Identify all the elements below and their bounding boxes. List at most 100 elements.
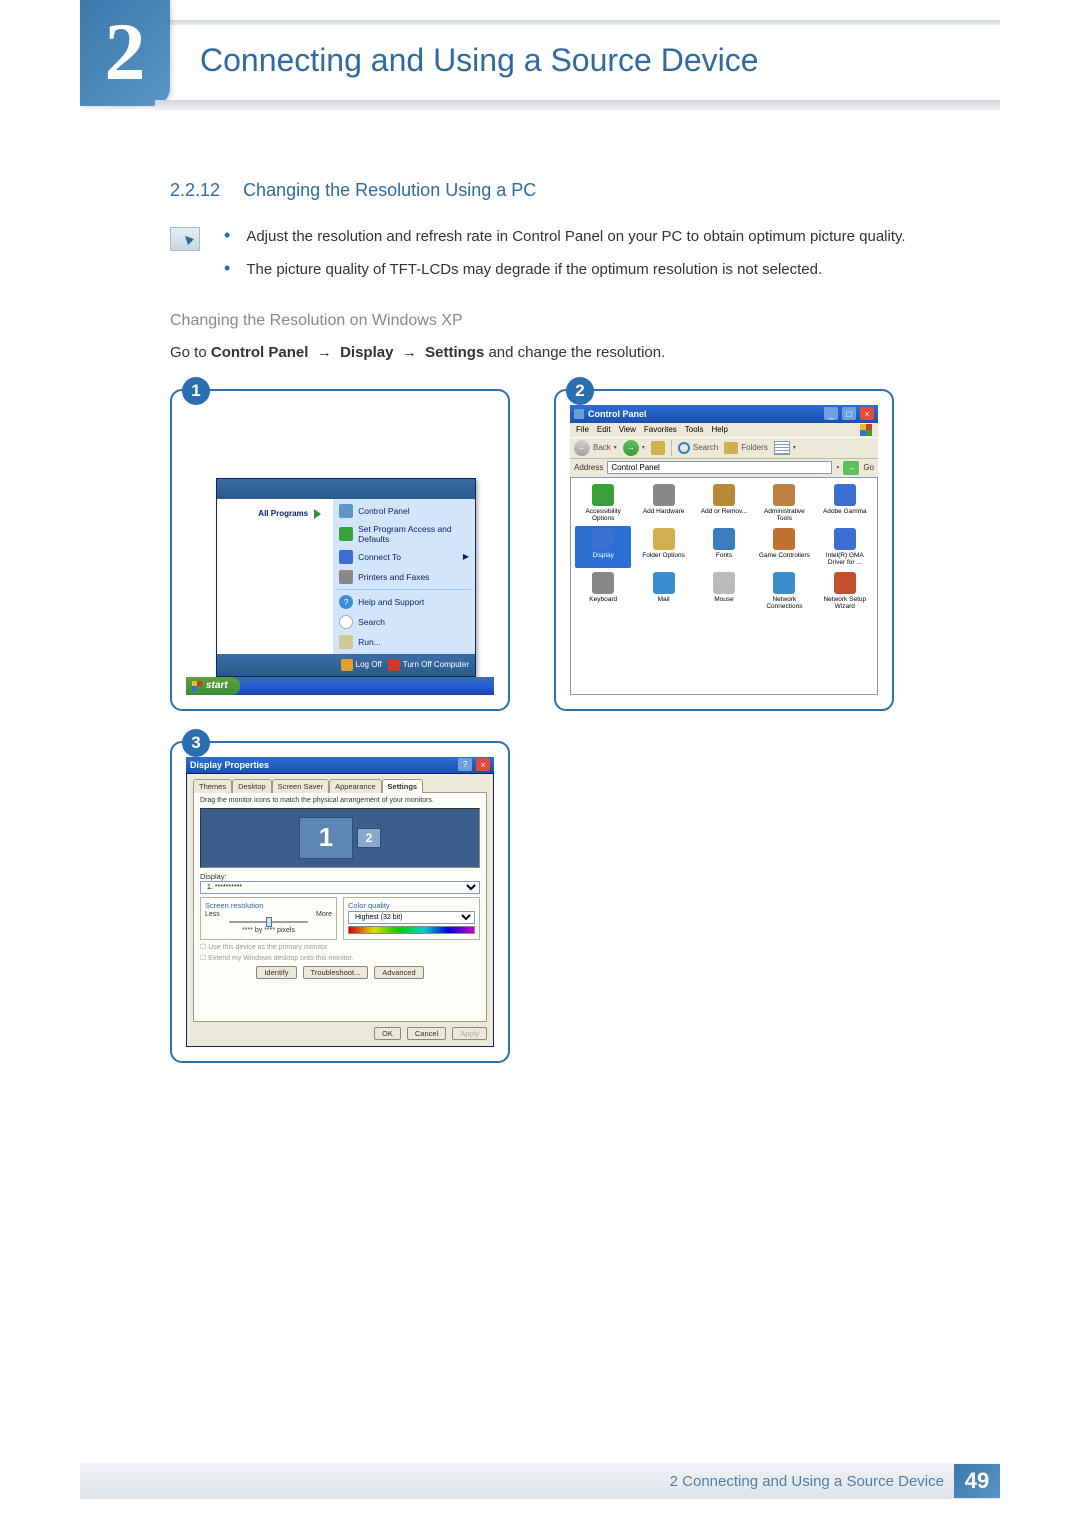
help-button[interactable]: ? (458, 758, 472, 771)
cp-item-label: Fonts (716, 552, 732, 559)
up-button[interactable] (651, 441, 665, 455)
tab-settings[interactable]: Settings (382, 779, 424, 793)
close-button[interactable]: × (476, 758, 490, 771)
tab-themes[interactable]: Themes (193, 779, 232, 793)
forward-icon: → (623, 440, 639, 456)
log-off-button[interactable]: Log Off (341, 659, 382, 671)
cp-item-icon (592, 484, 614, 506)
turn-off-button[interactable]: Turn Off Computer (388, 659, 469, 671)
taskbar: start (186, 677, 494, 695)
note-icon (170, 227, 200, 251)
cp-icon-network-setup-wizard[interactable]: Network Setup Wizard (817, 570, 873, 612)
tab-screensaver[interactable]: Screen Saver (272, 779, 329, 793)
troubleshoot-button[interactable]: Troubleshoot... (303, 966, 369, 979)
forward-button[interactable]: →▾ (623, 440, 645, 456)
cp-icon-fonts[interactable]: Fonts (696, 526, 752, 568)
monitor-arrangement[interactable]: 1 2 (200, 808, 480, 868)
cp-item-icon (653, 484, 675, 506)
go-label: Go (863, 463, 874, 472)
menu-view[interactable]: View (619, 425, 636, 434)
resolution-slider[interactable] (205, 918, 332, 926)
views-button[interactable]: ▾ (774, 441, 796, 455)
address-input[interactable] (607, 461, 832, 474)
cp-item-icon (834, 484, 856, 506)
window-icon (574, 409, 584, 419)
window-title: Display Properties (190, 760, 454, 770)
cp-icon-intel-r-gma-driver-for-[interactable]: Intel(R) GMA Driver for ... (817, 526, 873, 568)
advanced-button[interactable]: Advanced (374, 966, 423, 979)
screenshot-frame-3: 3 Display Properties ? × Themes Desktop … (170, 741, 510, 1063)
power-icon (388, 659, 400, 671)
identify-button[interactable]: Identify (256, 966, 296, 979)
cp-icon-mouse[interactable]: Mouse (696, 570, 752, 612)
cancel-button[interactable]: Cancel (407, 1027, 446, 1040)
start-item-control-panel[interactable]: Control Panel (333, 501, 475, 521)
close-button[interactable]: × (860, 407, 874, 420)
minimize-button[interactable]: _ (824, 407, 838, 420)
cp-item-icon (773, 572, 795, 594)
cp-icon-folder-options[interactable]: Folder Options (635, 526, 691, 568)
logoff-icon (341, 659, 353, 671)
chapter-title: Connecting and Using a Source Device (200, 42, 759, 79)
start-item-help[interactable]: ?Help and Support (333, 592, 475, 612)
go-button[interactable]: → (843, 461, 859, 475)
note-bullet: • The picture quality of TFT-LCDs may de… (224, 258, 1000, 281)
maximize-button[interactable]: □ (842, 407, 856, 420)
cp-icon-game-controllers[interactable]: Game Controllers (756, 526, 812, 568)
cp-icon-add-or-remov-[interactable]: Add or Remov... (696, 482, 752, 524)
start-item-search[interactable]: Search (333, 612, 475, 632)
cp-item-label: Game Controllers (759, 552, 810, 559)
folders-button[interactable]: Folders (724, 442, 768, 454)
cp-icon-mail[interactable]: Mail (635, 570, 691, 612)
group-legend: Screen resolution (205, 901, 332, 910)
start-item-connect-to[interactable]: Connect To▶ (333, 547, 475, 567)
menu-tools[interactable]: Tools (685, 425, 704, 434)
apply-button[interactable]: Apply (452, 1027, 487, 1040)
menu-favorites[interactable]: Favorites (644, 425, 677, 434)
cp-icon-network-connections[interactable]: Network Connections (756, 570, 812, 612)
monitor-1[interactable]: 1 (299, 817, 353, 859)
start-item-run[interactable]: Run... (333, 632, 475, 652)
start-button[interactable]: start (186, 677, 240, 695)
monitor-2[interactable]: 2 (357, 828, 381, 848)
chapter-number: 2 (105, 11, 146, 93)
cp-icon-accessibility-options[interactable]: Accessibility Options (575, 482, 631, 524)
note-text: Adjust the resolution and refresh rate i… (246, 225, 905, 248)
ok-button[interactable]: OK (374, 1027, 401, 1040)
note-block: • Adjust the resolution and refresh rate… (170, 225, 1000, 292)
dropdown-icon[interactable]: ▾ (836, 464, 839, 471)
section-title: Changing the Resolution Using a PC (243, 180, 536, 200)
display-select[interactable]: 1. ********** (200, 881, 480, 894)
menu-edit[interactable]: Edit (597, 425, 611, 434)
menu-file[interactable]: File (576, 425, 589, 434)
tab-appearance[interactable]: Appearance (329, 779, 381, 793)
cp-icon-add-hardware[interactable]: Add Hardware (635, 482, 691, 524)
cp-item-label: Mail (658, 596, 670, 603)
cp-item-icon (653, 528, 675, 550)
color-quality-group: Color quality Highest (32 bit) (343, 897, 480, 940)
cp-item-icon (713, 484, 735, 506)
back-button[interactable]: ←Back▾ (574, 440, 617, 456)
menu-help[interactable]: Help (711, 425, 727, 434)
up-icon (651, 441, 665, 455)
control-panel-window: Control Panel _ □ × File Edit View Favor… (570, 405, 878, 695)
tab-desktop[interactable]: Desktop (232, 779, 272, 793)
cp-item-label: Network Setup Wizard (819, 596, 871, 610)
search-button[interactable]: Search (678, 442, 718, 454)
section-heading: 2.2.12 Changing the Resolution Using a P… (170, 180, 1000, 201)
address-bar: Address ▾ → Go (570, 459, 878, 477)
control-panel-icon (339, 504, 353, 518)
color-quality-select[interactable]: Highest (32 bit) (348, 911, 475, 924)
instruction-text: Go to Control Panel → Display → Settings… (170, 344, 1000, 361)
all-programs[interactable]: All Programs (221, 503, 329, 525)
start-item-program-access[interactable]: Set Program Access and Defaults (333, 521, 475, 547)
cp-icon-keyboard[interactable]: Keyboard (575, 570, 631, 612)
cp-item-icon (713, 572, 735, 594)
start-left-column: All Programs (217, 499, 333, 654)
start-item-printers[interactable]: Printers and Faxes (333, 567, 475, 587)
display-properties-window: Display Properties ? × Themes Desktop Sc… (186, 757, 494, 1047)
cp-icon-display[interactable]: Display (575, 526, 631, 568)
cp-item-icon (713, 528, 735, 550)
cp-icon-adobe-gamma[interactable]: Adobe Gamma (817, 482, 873, 524)
cp-icon-administrative-tools[interactable]: Administrative Tools (756, 482, 812, 524)
